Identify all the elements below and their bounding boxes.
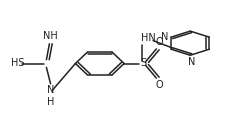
Text: N: N [160, 32, 167, 42]
Text: O: O [155, 80, 162, 90]
Text: HN: HN [140, 33, 155, 43]
Text: O: O [155, 37, 162, 47]
Text: HS: HS [11, 59, 24, 68]
Text: H: H [47, 97, 54, 107]
Text: N: N [187, 57, 194, 67]
Text: S: S [140, 59, 146, 68]
Text: NH: NH [43, 31, 58, 41]
Text: N: N [47, 85, 54, 95]
